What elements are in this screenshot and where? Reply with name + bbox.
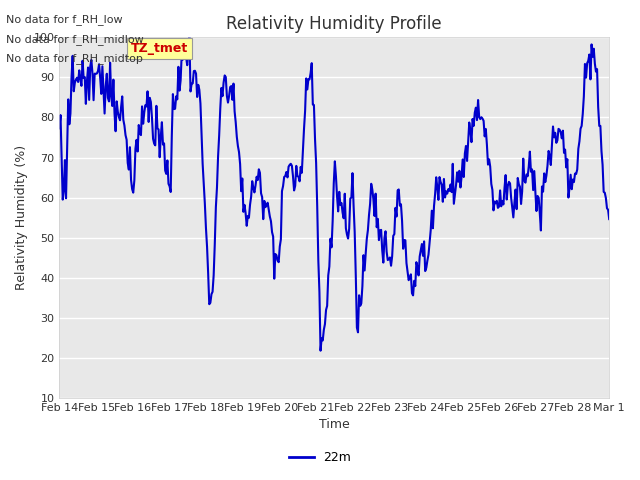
Y-axis label: Relativity Humidity (%): Relativity Humidity (%) — [15, 145, 28, 290]
Text: TZ_tmet: TZ_tmet — [131, 42, 188, 55]
Legend: 22m: 22m — [284, 446, 356, 469]
Text: No data for f_RH_low: No data for f_RH_low — [6, 14, 123, 25]
Title: Relativity Humidity Profile: Relativity Humidity Profile — [227, 15, 442, 33]
Text: No data for f_RH_midtop: No data for f_RH_midtop — [6, 53, 143, 64]
Text: No data for f_RH_midlow: No data for f_RH_midlow — [6, 34, 144, 45]
X-axis label: Time: Time — [319, 419, 349, 432]
